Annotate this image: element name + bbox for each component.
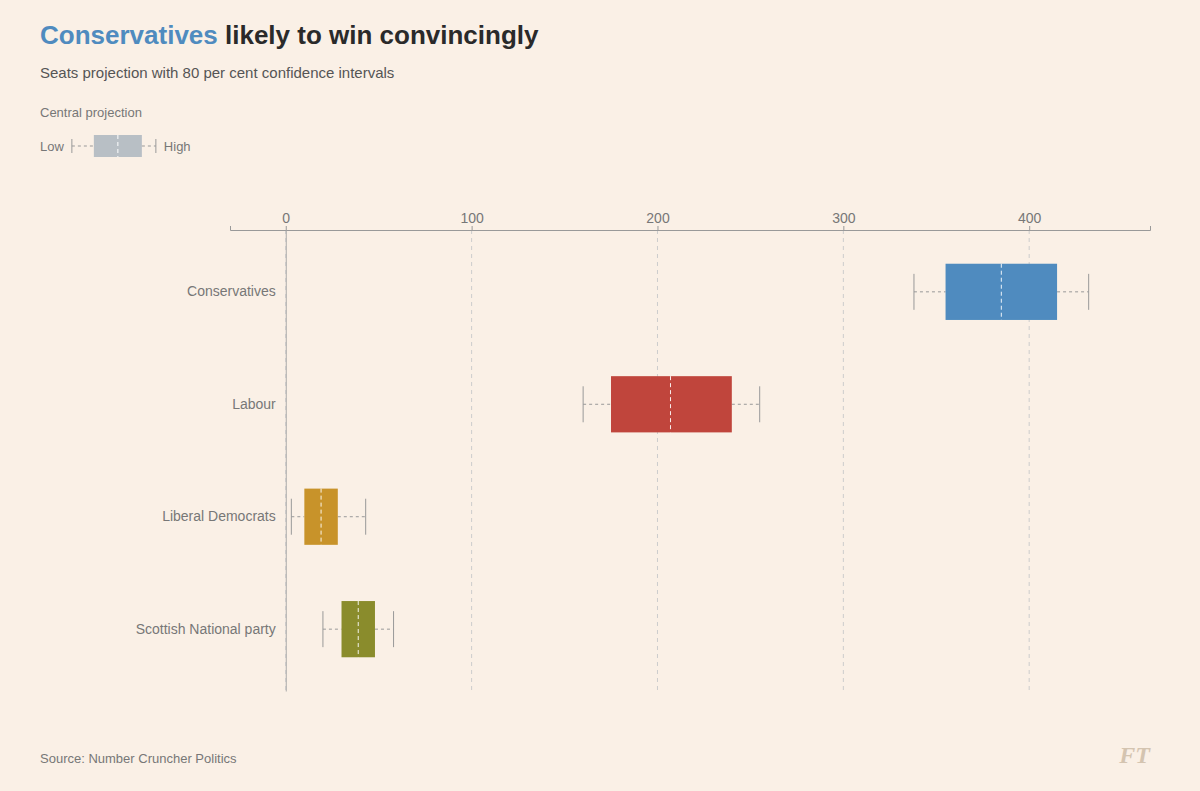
x-tick-label: 300 (832, 210, 856, 226)
x-tick: 300 (832, 210, 856, 230)
central (321, 489, 322, 545)
legend-whisker (142, 146, 156, 147)
x-tick-label: 100 (460, 210, 484, 226)
chart: Conservatives likely to win convincingly… (0, 0, 1200, 791)
whisker-end (365, 499, 366, 535)
whisker-end (393, 611, 394, 647)
legend-whisker (72, 146, 94, 147)
grid-line (843, 230, 844, 691)
legend-label: Central projection (40, 105, 142, 120)
legend-whisker-end (71, 139, 72, 153)
whisker (914, 291, 946, 292)
subtitle: Seats projection with 80 per cent confid… (40, 64, 394, 81)
title-part: Conservatives (40, 20, 218, 50)
legend: Central projection Low High (40, 105, 191, 157)
x-tick: 200 (646, 210, 670, 230)
box (342, 601, 375, 657)
grid-line (657, 230, 658, 691)
whisker-end (759, 386, 760, 422)
y-tick-label: Conservatives (187, 283, 276, 299)
whisker-end (583, 386, 584, 422)
grid-line (285, 230, 286, 691)
range-box (291, 489, 365, 545)
grid-line (471, 230, 472, 691)
legend-label: Low (40, 139, 64, 154)
whisker (291, 516, 304, 517)
box (304, 489, 337, 545)
central (1001, 264, 1002, 320)
whisker-end (913, 274, 914, 310)
whisker-end (1088, 274, 1089, 310)
whisker-end (322, 611, 323, 647)
whisker (338, 516, 366, 517)
x-tick: 400 (1018, 210, 1042, 230)
x-tick-mark (286, 226, 287, 230)
legend-label: High (164, 139, 191, 154)
whisker-end (291, 499, 292, 535)
marks (291, 264, 1088, 658)
x-axis-line (231, 226, 1151, 231)
source: Source: Number Cruncher Politics (40, 751, 237, 766)
x-tick-mark (472, 226, 473, 230)
y-tick: Conservatives (187, 283, 286, 299)
title-part: likely to win convincingly (218, 20, 539, 50)
x-tick-mark (1029, 226, 1030, 230)
y-tick: Liberal Democrats (162, 508, 286, 524)
whisker (1057, 291, 1089, 292)
x-axis: 0 100 200 300 400 (231, 210, 1151, 231)
y-axis: Conservatives Labour Liberal Democrats Scot… (136, 231, 287, 692)
x-tick-label: 0 (282, 210, 290, 226)
range-box (914, 264, 1089, 320)
legend-central (117, 135, 118, 157)
x-tick: 0 (282, 210, 290, 230)
whisker (732, 404, 760, 405)
whisker (583, 404, 611, 405)
central (670, 376, 671, 432)
x-tick-mark (843, 226, 844, 230)
whisker (323, 629, 342, 630)
range-box (323, 601, 394, 657)
legend-box (94, 135, 142, 157)
y-tick: Labour (232, 396, 286, 412)
y-tick: Scottish National party (136, 621, 286, 637)
whisker (375, 629, 394, 630)
plot: 0 100 200 300 400 Conservatives Labour Liberal … (136, 210, 1151, 692)
watermark: FT (1118, 742, 1151, 768)
x-tick-label: 400 (1018, 210, 1042, 226)
legend-whisker-end (155, 139, 156, 153)
grid (286, 230, 1029, 691)
y-tick-label: Scottish National party (136, 621, 276, 637)
title: Conservatives likely to win convincingly (40, 20, 539, 50)
range-box (583, 376, 760, 432)
central (358, 601, 359, 657)
y-tick-label: Liberal Democrats (162, 508, 276, 524)
y-tick-label: Labour (232, 396, 276, 412)
box (611, 376, 732, 432)
box (946, 264, 1058, 320)
x-tick: 100 (460, 210, 484, 230)
x-tick-mark (657, 226, 658, 230)
x-tick-label: 200 (646, 210, 670, 226)
y-axis-line (286, 231, 287, 692)
